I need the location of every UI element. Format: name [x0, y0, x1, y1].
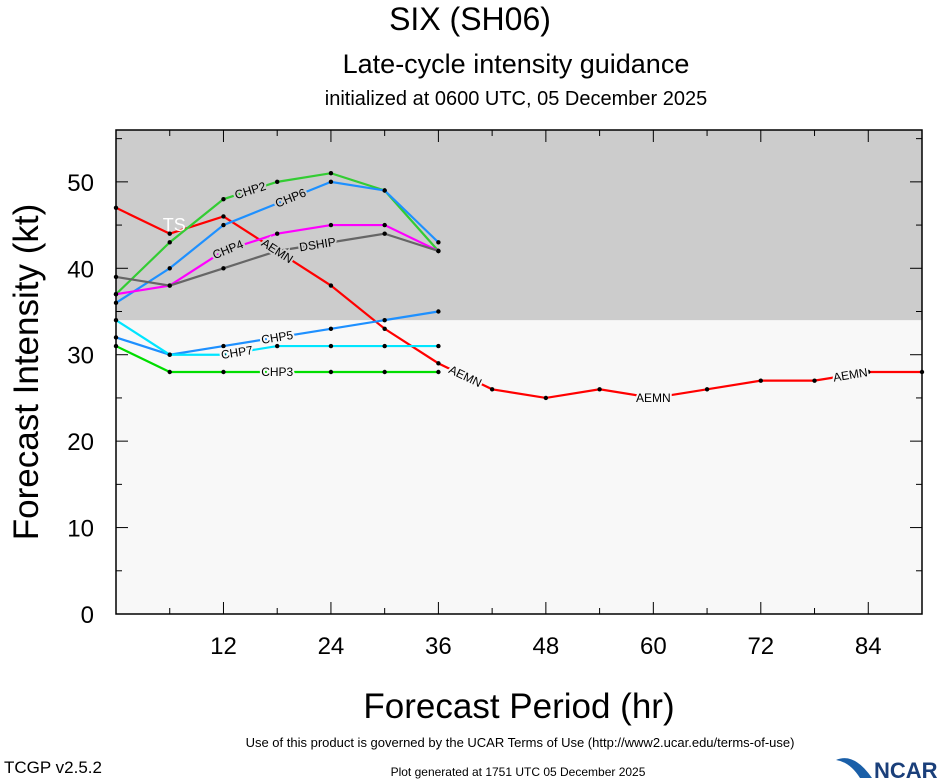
data-point-chp3 — [167, 369, 172, 375]
series-label-chp3: CHP3 — [261, 365, 293, 379]
data-point-chp7 — [328, 343, 334, 349]
data-point-aemn — [704, 387, 710, 392]
data-point-chp5 — [436, 309, 441, 314]
data-point-chp3 — [275, 369, 280, 375]
data-point-chp4 — [275, 231, 280, 236]
data-point-chp6 — [382, 188, 387, 193]
x-tick-label: 24 — [318, 633, 345, 660]
data-point-chp5 — [382, 317, 387, 323]
x-axis-label: Forecast Period (hr) — [363, 687, 674, 726]
data-point-chp2 — [275, 179, 280, 185]
ts-threshold-label: TS — [163, 215, 186, 235]
data-point-chp2 — [328, 171, 334, 176]
data-point-chp4 — [382, 222, 387, 228]
data-point-aemn — [597, 387, 602, 392]
y-tick-label: 50 — [67, 170, 94, 197]
chart-subtitle: Late-cycle intensity guidance — [343, 49, 690, 79]
data-point-chp7 — [436, 343, 441, 349]
data-point-aemn — [328, 283, 334, 288]
data-point-dship — [328, 240, 334, 245]
y-tick-label: 40 — [67, 256, 94, 283]
terms-of-use: Use of this product is governed by the U… — [246, 735, 795, 750]
data-point-aemn — [167, 231, 172, 236]
data-point-chp5 — [275, 335, 280, 340]
data-point-chp6 — [436, 240, 441, 245]
tropical-storm-band — [116, 130, 922, 321]
data-point-chp6 — [167, 266, 172, 271]
data-point-dship — [275, 248, 280, 254]
data-point-chp7 — [221, 352, 226, 357]
generated-time: Plot generated at 1751 UTC 05 December 2… — [391, 765, 646, 779]
version-label: TCGP v2.5.2 — [4, 758, 102, 777]
data-point-chp6 — [221, 222, 226, 228]
data-point-aemn — [221, 214, 226, 219]
x-tick-label: 12 — [210, 633, 237, 660]
data-point-chp3 — [382, 369, 387, 375]
series-line-aemn — [115, 206, 922, 400]
y-tick-label: 10 — [67, 516, 94, 543]
data-point-chp6 — [275, 201, 280, 206]
x-tick-label: 72 — [747, 633, 774, 660]
data-point-chp4 — [221, 248, 226, 254]
series-label-chp5: CHP5 — [260, 328, 294, 347]
data-point-dship — [221, 266, 226, 271]
data-point-dship — [382, 231, 387, 236]
data-point-chp4 — [328, 222, 334, 228]
y-tick-label: 20 — [67, 429, 94, 456]
data-point-aemn — [758, 378, 763, 383]
data-point-aemn — [866, 369, 871, 375]
series-label-aemn: AEMN — [636, 391, 671, 405]
chart-init-time: initialized at 0600 UTC, 05 December 202… — [325, 88, 707, 110]
plot-frame — [115, 129, 923, 615]
data-point-chp7 — [167, 352, 172, 357]
data-point-chp6 — [328, 179, 334, 185]
data-point-chp2 — [221, 196, 226, 202]
data-point-chp5 — [221, 343, 226, 349]
data-point-dship — [436, 248, 441, 254]
data-point-chp7 — [382, 343, 387, 349]
y-axis-label: Forecast Intensity (kt) — [7, 204, 46, 540]
data-point-aemn — [436, 361, 441, 366]
data-point-chp7 — [275, 343, 280, 349]
data-point-chp2 — [167, 240, 172, 245]
data-point-aemn — [543, 395, 549, 401]
x-tick-label: 60 — [640, 633, 667, 660]
data-point-chp3 — [328, 369, 334, 375]
ncar-logo: NCAR — [836, 758, 938, 780]
ncar-logo-text: NCAR — [874, 758, 938, 780]
x-tick-label: 48 — [533, 633, 560, 660]
chart-title: SIX (SH06) — [389, 1, 551, 37]
data-point-chp3 — [436, 369, 441, 375]
data-point-chp3 — [221, 369, 226, 375]
data-point-aemn — [812, 378, 817, 383]
data-point-aemn — [489, 387, 495, 392]
data-point-aemn — [382, 326, 387, 331]
x-tick-label: 84 — [855, 633, 882, 660]
y-tick-label: 0 — [81, 602, 94, 629]
data-point-chp5 — [328, 326, 334, 331]
x-tick-label: 36 — [425, 633, 452, 660]
data-point-aemn — [651, 395, 656, 401]
data-point-dship — [167, 283, 172, 288]
y-tick-label: 30 — [67, 343, 94, 370]
